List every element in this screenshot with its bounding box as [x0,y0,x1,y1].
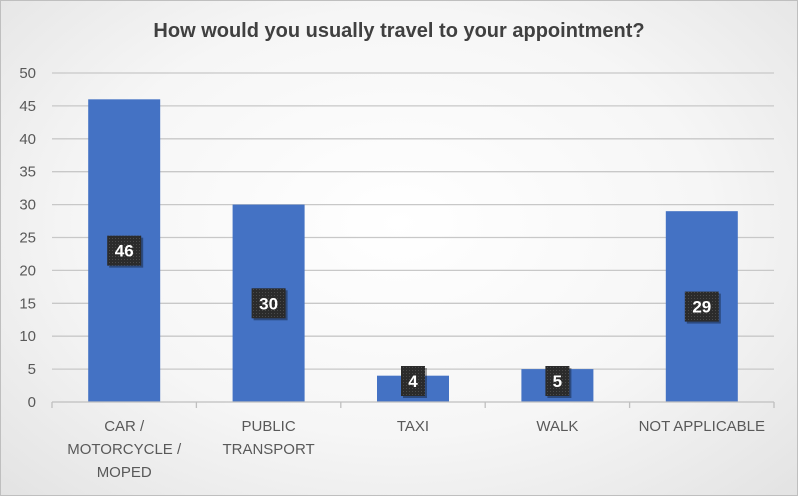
data-labels: 46 30 4 5 29 [107,235,721,398]
chart-title: How would you usually travel to your app… [153,20,645,42]
y-tick-label: 20 [19,262,36,279]
x-tick-label: PUBLIC [242,418,296,435]
data-label-box [401,366,425,396]
x-tick-label: MOTORCYCLE / [67,441,182,458]
x-axis [51,401,775,408]
y-tick-label: 35 [19,164,36,181]
x-tick-label: TAXI [397,418,429,435]
x-tick-label: CAR / [104,418,145,435]
data-label-box [251,288,286,319]
y-tick-label: 15 [19,295,36,312]
data-label: 30 [259,294,278,313]
x-tick-label: WALK [536,418,578,435]
x-tick-label: NOT APPLICABLE [639,418,765,435]
y-tick-label: 0 [28,394,36,411]
y-tick-label: 10 [19,328,36,345]
data-label: 5 [553,372,562,391]
y-tick-label: 50 [19,65,36,82]
x-tick-label: TRANSPORT [222,441,314,458]
data-label: 46 [115,242,134,261]
data-label-box [545,366,570,396]
x-tick-label: MOPED [97,464,152,481]
x-axis-ticks: CAR / MOTORCYCLE / MOPED PUBLIC TRANSPORT TAX… [67,418,765,481]
y-tick-label: 25 [19,230,36,247]
y-tick-label: 45 [19,98,36,115]
y-tick-label: 30 [19,197,36,214]
data-label: 4 [408,372,418,391]
data-label-box [684,291,719,322]
y-tick-label: 5 [28,361,36,378]
data-label-box [107,235,142,266]
data-label: 29 [692,298,711,317]
y-axis-ticks: 0 5 10 15 20 25 30 35 40 45 50 [19,65,36,411]
gridlines [52,72,774,370]
y-tick-label: 40 [19,131,36,148]
bars [88,99,738,402]
